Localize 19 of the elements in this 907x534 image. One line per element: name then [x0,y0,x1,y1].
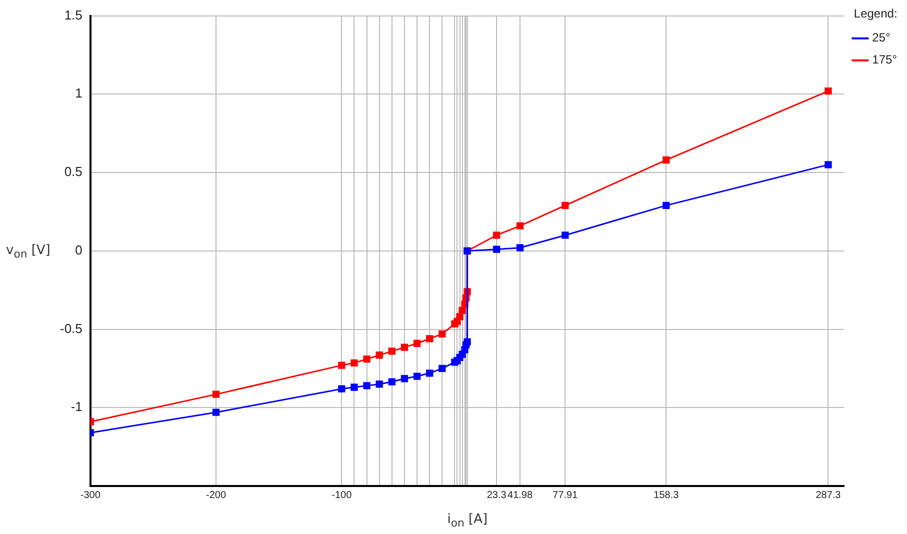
y-tick-label: -1 [70,399,82,414]
x-tick-label: -100 [332,490,352,501]
x-tick-label: 77.91 [552,490,578,501]
x-tick-label: 23.3 [486,490,507,501]
x-tick-label: -300 [80,490,101,501]
x-axis-title: i$_{on}$ [A] [447,512,488,530]
y-tick-label: 1.5 [64,7,82,22]
y-tick-label: 0.5 [64,164,82,180]
y-tick-label: 1 [75,86,82,101]
y-tick-label: 0 [75,242,82,258]
x-tick-label: -200 [206,490,226,501]
x-tick-label: 287.3 [816,490,842,501]
legend-label: 175° [872,52,898,67]
legend-label: 25° [872,30,891,45]
y-tick-label: -0.5 [60,320,82,336]
x-tick-label: 41.98 [508,490,533,501]
legend-title: Legend: [854,6,898,20]
x-tick-label: 158.3 [654,490,680,501]
y-axis-title: v$_{on}$ [V] [6,242,50,260]
